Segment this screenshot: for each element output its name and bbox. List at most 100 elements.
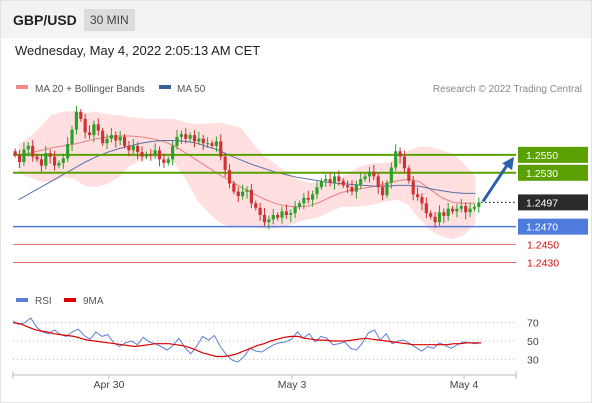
x-axis-label: Apr 30: [94, 379, 125, 391]
candle-body: [96, 124, 100, 131]
rsi-tick-label: 70: [527, 318, 539, 330]
candle-body: [127, 145, 131, 151]
candle-body: [140, 152, 144, 157]
ma9-legend: 9MA: [83, 296, 104, 307]
current-price-label: 1.2497: [526, 197, 558, 209]
candle-body: [197, 138, 201, 142]
candle-body: [306, 197, 310, 200]
forecast-arrow-head: [502, 156, 514, 171]
candle-body: [83, 118, 87, 133]
candle-body: [350, 187, 354, 192]
candle-body: [223, 156, 227, 171]
candle-body: [372, 171, 376, 177]
level-tag-resistance: [518, 164, 588, 181]
candle-body: [101, 130, 105, 144]
candle-body: [188, 135, 192, 139]
candle-body: [437, 212, 442, 223]
candle-body: [162, 159, 166, 163]
candle-body: [411, 180, 415, 195]
candle-body: [70, 129, 74, 145]
candle-body: [442, 212, 446, 216]
candle-body: [232, 183, 236, 192]
ma20-bb-legend: MA 20 + Bollinger Bands: [35, 84, 145, 95]
rsi-plot-area: 30 50 70: [12, 317, 539, 366]
candle-body: [26, 145, 30, 150]
candle-body: [52, 156, 57, 166]
candle-body: [122, 136, 127, 146]
ma50-legend-swatch: [159, 85, 171, 89]
candle-body: [258, 207, 262, 215]
candle-body: [249, 189, 253, 204]
level-tag-resistance: [518, 146, 588, 163]
candle-body: [184, 134, 188, 139]
candle-body: [179, 134, 183, 137]
candle-body: [214, 141, 218, 146]
candle-body: [367, 171, 372, 177]
candle-body: [284, 211, 288, 215]
candle-body: [57, 162, 61, 166]
x-axis-label: May 3: [278, 379, 307, 391]
candle-body: [398, 151, 402, 157]
candle-body: [175, 136, 179, 146]
price-plot-area: 1.2550 1.2530 1.2470 1.2450 1.2430 1.2497: [13, 105, 588, 270]
bollinger-band-area: [18, 110, 476, 240]
candle-body: [149, 153, 153, 155]
level-tag-pivot: [518, 218, 588, 235]
candle-body: [105, 138, 109, 144]
ma9-legend-swatch: [64, 298, 76, 302]
current-price-tag: [518, 194, 588, 211]
candle-body: [262, 214, 267, 223]
ma50-legend: MA 50: [177, 84, 206, 95]
candle-body: [472, 206, 477, 209]
ma20-legend-swatch: [16, 85, 28, 89]
x-axis: Apr 30 May 3 May 4: [12, 371, 517, 391]
candle-body: [394, 151, 398, 168]
chart-datetime: Wednesday, May 4, 2022 2:05:13 AM CET: [15, 43, 261, 58]
candle-body: [302, 197, 306, 204]
candle-body: [245, 189, 249, 192]
candle-body: [315, 187, 319, 195]
candle-body: [477, 202, 481, 207]
candle-body: [424, 203, 428, 214]
candle-body: [79, 111, 83, 119]
candle-body: [363, 176, 367, 180]
candle-body: [354, 184, 358, 192]
candle-body: [346, 185, 350, 188]
forecast-arrow-shaft: [481, 160, 512, 203]
candle-body: [328, 179, 332, 183]
candle-body: [402, 156, 407, 169]
candle-body: [468, 208, 472, 213]
candle-body: [131, 145, 135, 151]
candle-body: [385, 182, 389, 196]
candle-body: [236, 191, 240, 197]
candle-body: [446, 208, 450, 216]
candle-body: [206, 143, 210, 145]
candle-body: [241, 191, 245, 197]
candle-body: [13, 151, 17, 155]
candle-body: [144, 153, 148, 157]
rsi-tick-label: 30: [527, 354, 539, 366]
candle-body: [35, 156, 39, 160]
rsi-legend: RSI: [35, 296, 52, 307]
candle-body: [341, 180, 345, 186]
symbol-title: GBP/USD: [13, 12, 77, 28]
candle-body: [136, 145, 140, 153]
candle-body: [359, 179, 363, 185]
header-bar: GBP/USD 30 MIN: [1, 1, 591, 38]
candle-body: [66, 144, 70, 159]
candle-body: [276, 214, 280, 218]
timeframe-badge[interactable]: 30 MIN: [84, 9, 135, 31]
candle-body: [210, 143, 214, 146]
candle-body: [109, 135, 113, 139]
candle-body: [22, 149, 26, 163]
candle-body: [332, 176, 337, 183]
x-axis-label: May 4: [450, 379, 479, 391]
candle-body: [271, 214, 275, 220]
candle-body: [416, 194, 420, 198]
candle-body: [219, 141, 223, 157]
candle-body: [31, 145, 35, 157]
level-label-resistance: 1.2530: [526, 168, 558, 180]
candle-body: [48, 153, 52, 157]
